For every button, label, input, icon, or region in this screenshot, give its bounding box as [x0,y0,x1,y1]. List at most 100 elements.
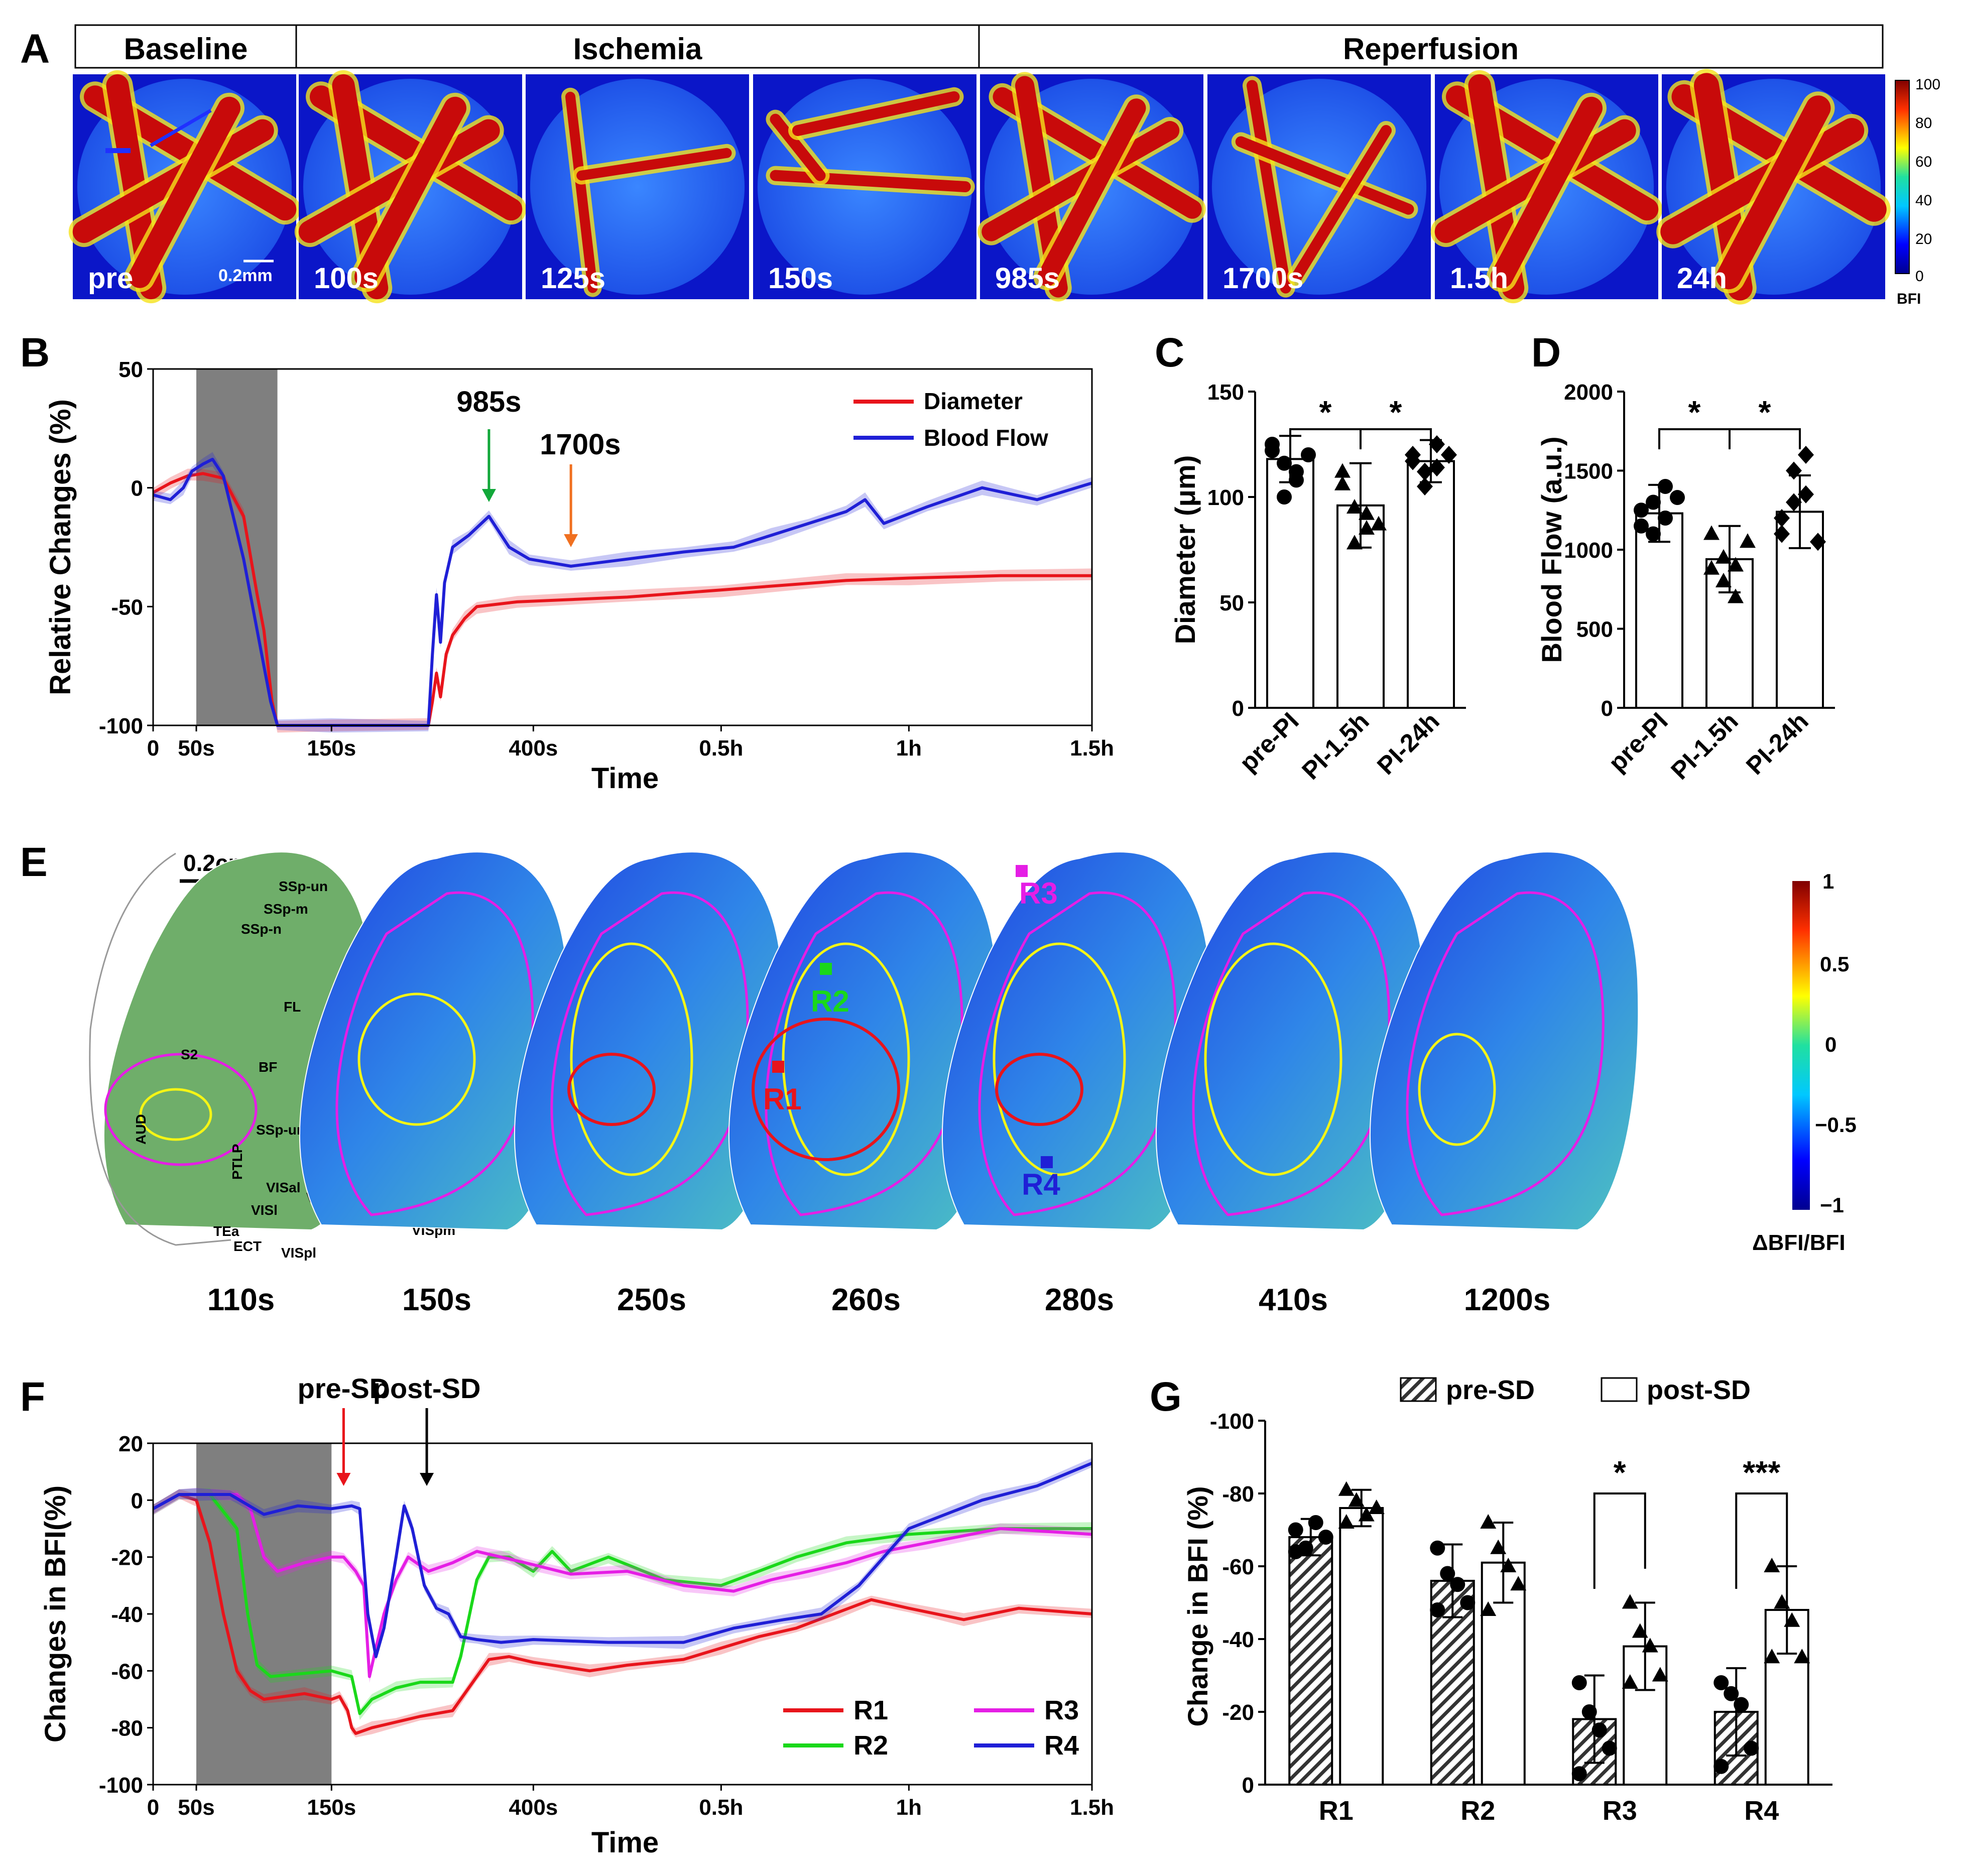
category-label: R2 [1460,1796,1495,1826]
chart-f-legend-r1: R1 [853,1695,888,1725]
significance-bracket [1658,428,1731,449]
region-label: R1 [763,1082,802,1116]
category-label: R1 [1319,1796,1354,1826]
chart-f-legend-r3: R3 [1044,1695,1079,1725]
phase-baseline: Baseline [124,32,248,66]
magenta-contour [765,891,963,1216]
series-line-r2 [152,1493,1092,1715]
panel-letter-b: B [20,330,50,376]
yellow-contour [782,942,910,1176]
data-point [1794,1649,1810,1664]
red-contour [995,1053,1083,1126]
atlas-label: VISl [251,1202,278,1218]
atlas-label: FL [284,999,301,1015]
data-point [1430,1540,1445,1556]
frame-label: 24h [1677,262,1727,295]
significance-bracket [1360,428,1432,449]
x-tick-label: 0 [147,1795,159,1820]
x-tick-label: 1.5h [1070,736,1114,761]
panel-a-colorbar: 100 80 60 40 20 0 BFI [1895,76,1940,307]
data-point [1288,1544,1303,1559]
brain-time-label: 150s [402,1283,471,1317]
data-point [1368,1499,1385,1514]
colorbar-a-label: BFI [1897,291,1921,307]
data-point [1728,588,1744,603]
atlas-label: VISpl [281,1245,316,1261]
chart-b-annotation-985s: 985s [456,386,521,418]
data-point [1744,1740,1759,1756]
x-tick-label: 0.5h [699,1795,743,1820]
brain-time-label: 260s [831,1283,901,1317]
panel-e-colorbar: 1 0.5 0 −0.5 −1 ΔBFI/BFI [1752,869,1857,1255]
vessel [1491,96,1603,288]
data-point [1346,499,1363,514]
bar-r1-post-sd [1339,1507,1384,1786]
chart-g: Change in BFI (%) pre-SD post-SD -100 -80… [1182,1375,1832,1826]
bar-r1-pre-sd [1288,1536,1333,1786]
panel-a-frames: pre 100s 125s 150s 985s 1700s 1.5h 24h [68,69,1891,305]
significance-bracket [1289,428,1362,449]
panel-e-brains: M2SSp-unSSp-mSSp-nM1FLHLS2BFSSp-trAUDSSp… [89,851,1639,1317]
category-label: PI-24h [1372,707,1445,780]
data-point [1786,493,1802,512]
colorbar-a-tick: 60 [1915,154,1932,170]
y-tick-label: 0 [1601,696,1613,721]
series-line-blood-flow [153,457,1092,727]
data-point [1581,1704,1597,1719]
panel-letter-f: F [20,1374,45,1420]
chart-b-annotation-1700s: 1700s [540,428,621,461]
chart-f-annotation-pre-sd: pre-SD [298,1372,390,1404]
phase-reperfusion: Reperfusion [1343,32,1519,66]
x-tick-label: 1h [896,736,922,761]
y-tick-label: -50 [111,595,143,619]
x-tick-label: 50s [178,1795,214,1820]
data-point [1440,1566,1455,1581]
data-point [1571,1766,1587,1782]
magenta-contour [1406,891,1605,1216]
magenta-contour [550,891,749,1216]
colorbar-e-label: ΔBFI/BFI [1752,1230,1846,1255]
chart-f-annotation-post-sd: post-SD [373,1372,481,1404]
x-tick-label: 1.5h [1070,1795,1114,1820]
x-tick-label: 150s [307,1795,356,1820]
data-point [1658,479,1673,494]
category-label: pre-PI [1603,707,1673,777]
significance-bracket [1729,428,1801,449]
series-band-r3 [153,1488,1092,1683]
chart-f: Changes in BFI(%) Time pre-SD post-SD R1… [39,1372,1114,1859]
data-point [1634,503,1649,518]
series-line-r3 [152,1493,1092,1678]
shaded-interval [196,1443,332,1785]
data-point [1500,1558,1517,1572]
y-tick-label: -40 [111,1602,143,1627]
y-tick-label: -80 [111,1716,143,1741]
region-marker [772,1061,784,1073]
vessel [1716,95,1831,290]
chart-d-ylabel: Blood Flow (a.u.) [1536,436,1567,663]
atlas-label: PTLP [229,1144,245,1180]
data-point [1334,463,1351,478]
frame-label: 125s [541,262,605,295]
series-line-diameter [152,472,1092,727]
arrow-985s-head [481,489,496,502]
data-point [1764,1558,1780,1572]
frame-4: 985s [977,72,1206,302]
chart-f-ylabel: Changes in BFI(%) [39,1485,72,1742]
atlas-label: S2 [181,1047,198,1062]
data-point [1810,533,1826,551]
data-point [1715,573,1732,587]
data-point [1728,557,1744,572]
vessel [1235,136,1414,215]
brain-frame-1: 150s [299,851,569,1317]
x-tick-label: 400s [509,1795,558,1820]
yellow-contour [139,1088,212,1141]
vessel [129,96,240,288]
atlas-label: VISal [266,1180,300,1195]
region-marker [820,963,832,975]
data-point [1713,1675,1729,1690]
data-point [1429,435,1445,453]
brain-time-label: 250s [617,1283,686,1317]
data-point [1289,472,1304,488]
vessel [792,91,960,136]
brain-frame-4: 280s [941,851,1211,1317]
